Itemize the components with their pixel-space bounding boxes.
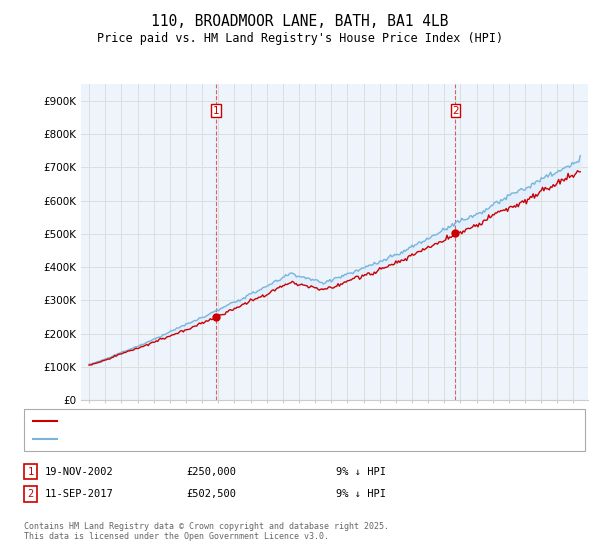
Text: 19-NOV-2002: 19-NOV-2002 bbox=[45, 466, 114, 477]
Text: Price paid vs. HM Land Registry's House Price Index (HPI): Price paid vs. HM Land Registry's House … bbox=[97, 32, 503, 45]
Text: 9% ↓ HPI: 9% ↓ HPI bbox=[336, 489, 386, 499]
Text: 2: 2 bbox=[452, 106, 459, 116]
Text: 9% ↓ HPI: 9% ↓ HPI bbox=[336, 466, 386, 477]
Text: 1: 1 bbox=[213, 106, 220, 116]
Text: 1: 1 bbox=[28, 466, 34, 477]
Text: 11-SEP-2017: 11-SEP-2017 bbox=[45, 489, 114, 499]
Text: HPI: Average price, detached house, Bath and North East Somerset: HPI: Average price, detached house, Bath… bbox=[63, 434, 447, 444]
Text: £502,500: £502,500 bbox=[186, 489, 236, 499]
Text: £250,000: £250,000 bbox=[186, 466, 236, 477]
Text: Contains HM Land Registry data © Crown copyright and database right 2025.
This d: Contains HM Land Registry data © Crown c… bbox=[24, 522, 389, 542]
Text: 110, BROADMOOR LANE, BATH, BA1 4LB: 110, BROADMOOR LANE, BATH, BA1 4LB bbox=[151, 14, 449, 29]
Text: 110, BROADMOOR LANE, BATH, BA1 4LB (detached house): 110, BROADMOOR LANE, BATH, BA1 4LB (deta… bbox=[63, 416, 369, 426]
Text: 2: 2 bbox=[28, 489, 34, 499]
